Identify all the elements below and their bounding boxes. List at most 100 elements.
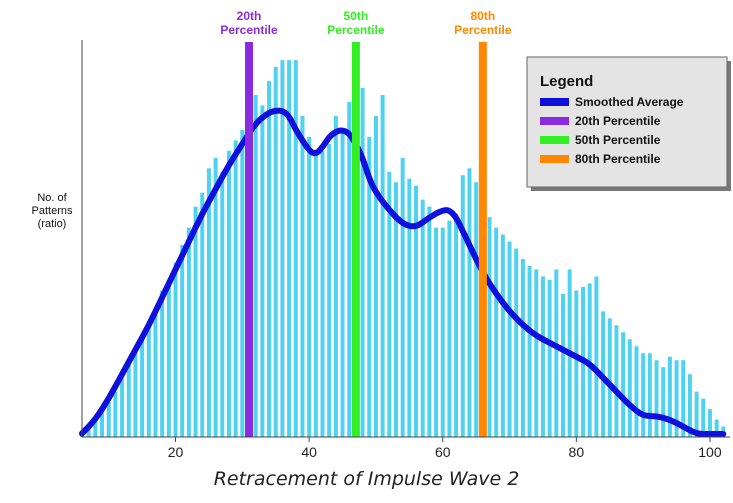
legend-entry-label: 80th Percentile xyxy=(575,152,661,166)
histogram-bar xyxy=(273,67,278,437)
histogram-bar xyxy=(467,168,472,437)
legend-entry-label: 50th Percentile xyxy=(575,133,661,147)
histogram-bar xyxy=(293,60,298,438)
histogram-bar xyxy=(166,279,171,437)
histogram-bar xyxy=(400,157,405,438)
histogram-bar xyxy=(681,360,686,437)
histogram-bar xyxy=(133,349,138,437)
histogram-bar xyxy=(474,182,479,437)
histogram-bar xyxy=(226,150,231,437)
histogram-bar xyxy=(360,88,365,437)
histogram-bar xyxy=(647,353,652,437)
histogram-bar xyxy=(527,265,532,437)
histogram-bar xyxy=(367,136,372,438)
histogram-bar xyxy=(126,363,131,437)
percentile-label: Percentile xyxy=(454,23,512,37)
histogram-bar xyxy=(333,115,338,438)
histogram-bar xyxy=(661,367,666,437)
histogram-bar xyxy=(514,248,519,437)
histogram-bar xyxy=(614,325,619,437)
histogram-bar xyxy=(500,234,505,437)
histogram-bar xyxy=(587,283,592,437)
percentile-line xyxy=(351,42,360,437)
histogram-bar xyxy=(634,346,639,437)
histogram-bar xyxy=(427,206,432,437)
y-axis-label: No. of Patterns (ratio) xyxy=(31,192,73,230)
histogram-bar xyxy=(654,360,659,437)
percentile-label: Percentile xyxy=(220,23,278,37)
axes xyxy=(81,40,730,438)
histogram-bar xyxy=(307,136,312,438)
legend-swatch xyxy=(540,98,569,106)
percentile-label: 50th xyxy=(344,9,369,23)
histogram-bar xyxy=(460,175,465,437)
histogram-bar xyxy=(674,360,679,437)
percentile-line xyxy=(245,42,254,437)
legend-entry-label: 20th Percentile xyxy=(575,114,661,128)
histogram-bar xyxy=(186,227,191,437)
histogram-bar xyxy=(233,140,238,437)
histogram-bar xyxy=(594,276,599,437)
histogram-bar xyxy=(267,81,272,438)
legend-entry-label: Smoothed Average xyxy=(575,95,684,109)
histogram-bar xyxy=(253,94,258,437)
histogram-bar xyxy=(193,206,198,437)
histogram-bar xyxy=(380,94,385,437)
histogram-bar xyxy=(687,374,692,437)
histogram-bar xyxy=(240,129,245,437)
series-lines xyxy=(79,107,727,437)
histogram-bar xyxy=(160,290,165,437)
legend-swatch xyxy=(540,117,569,125)
series-line-smoothed-average xyxy=(79,107,727,437)
histogram-bar xyxy=(220,171,225,437)
histogram-bar xyxy=(454,213,459,437)
histogram-bar xyxy=(140,339,145,437)
percentile-lines: 20thPercentile50thPercentile80thPercenti… xyxy=(220,9,512,437)
legend-items: Smoothed Average 20th Percentile 50th Perc… xyxy=(540,95,684,166)
histogram-bar xyxy=(260,105,265,437)
percentile-label: 20th xyxy=(237,9,262,23)
legend-swatch xyxy=(540,155,569,163)
legend: Legend Smoothed Average 20th Percentile 50… xyxy=(526,56,731,191)
histogram-bar xyxy=(440,227,445,437)
histogram-bar xyxy=(86,426,91,437)
histogram-bar xyxy=(313,154,318,437)
histogram-bar xyxy=(200,192,205,437)
histogram-bar xyxy=(540,276,545,437)
histogram-bar xyxy=(393,182,398,437)
histogram-bar xyxy=(607,318,612,437)
histogram-bar xyxy=(534,269,539,437)
histogram-bar xyxy=(414,185,419,437)
histogram-bar xyxy=(507,241,512,437)
histogram-bar xyxy=(373,115,378,438)
histogram-bar xyxy=(694,391,699,437)
legend-swatch xyxy=(540,136,569,144)
histogram-bar xyxy=(707,409,712,437)
x-tick-label: 20 xyxy=(168,444,184,460)
histogram-bar xyxy=(113,391,118,437)
histogram-bar xyxy=(574,290,579,437)
histogram-bar xyxy=(487,217,492,437)
histogram-bar xyxy=(287,60,292,438)
x-tick-label: 100 xyxy=(698,444,722,460)
percentile-line xyxy=(478,42,487,437)
x-tick-label: 80 xyxy=(569,444,585,460)
histogram-bar xyxy=(554,269,559,437)
histogram-bar xyxy=(206,168,211,437)
histogram-bar xyxy=(420,199,425,437)
histogram-bar xyxy=(340,129,345,437)
histogram-bar xyxy=(701,398,706,437)
histogram-bar xyxy=(641,353,646,437)
histogram-bar xyxy=(100,412,105,437)
histogram-bar xyxy=(407,178,412,438)
histogram-bar xyxy=(180,245,185,437)
histogram-bar xyxy=(106,402,111,437)
histogram-bar xyxy=(494,227,499,437)
histogram-bar xyxy=(387,171,392,437)
percentile-label: Percentile xyxy=(327,23,385,37)
histogram-bar xyxy=(560,293,565,437)
x-tick-label: 40 xyxy=(301,444,317,460)
histogram-bar xyxy=(173,262,178,437)
histogram-bar xyxy=(447,220,452,437)
